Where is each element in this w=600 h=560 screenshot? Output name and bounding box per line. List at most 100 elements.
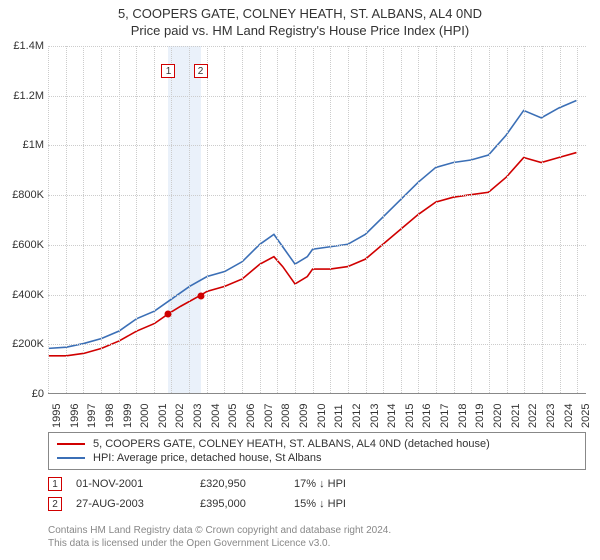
y-axis-tick-label: £200K	[0, 338, 44, 350]
x-axis-tick-label: 1996	[69, 398, 81, 428]
x-axis-tick-label: 2022	[527, 398, 539, 428]
x-axis-tick-label: 2006	[245, 398, 257, 428]
x-axis-tick-label: 2002	[174, 398, 186, 428]
gridline-vertical	[260, 46, 261, 393]
gridline-vertical	[418, 46, 419, 393]
x-axis-tick-label: 2000	[139, 398, 151, 428]
y-axis-tick-label: £0	[0, 388, 44, 400]
gridline-vertical	[295, 46, 296, 393]
gridline-vertical	[119, 46, 120, 393]
x-axis-tick-label: 2005	[227, 398, 239, 428]
x-axis-tick-label: 2017	[439, 398, 451, 428]
gridline-vertical	[507, 46, 508, 393]
gridline-vertical	[489, 46, 490, 393]
gridline-vertical	[471, 46, 472, 393]
gridline-horizontal	[48, 145, 586, 146]
gridline-vertical	[366, 46, 367, 393]
x-axis-tick-label: 2014	[386, 398, 398, 428]
gridline-vertical	[66, 46, 67, 393]
transaction-percent: 15% ↓ HPI	[294, 498, 384, 510]
legend-swatch	[57, 443, 85, 445]
x-axis-tick-label: 2003	[192, 398, 204, 428]
gridline-vertical	[83, 46, 84, 393]
x-axis-tick-label: 2019	[474, 398, 486, 428]
gridline-vertical	[330, 46, 331, 393]
chart-title: 5, COOPERS GATE, COLNEY HEATH, ST. ALBAN…	[0, 0, 600, 23]
y-axis-tick-label: £800K	[0, 189, 44, 201]
gridline-vertical	[348, 46, 349, 393]
gridline-vertical	[560, 46, 561, 393]
x-axis-tick-label: 2012	[351, 398, 363, 428]
transaction-marker: 2	[194, 64, 208, 78]
x-axis-tick-label: 1999	[122, 398, 134, 428]
line-chart-svg	[48, 46, 586, 393]
gridline-horizontal	[48, 295, 586, 296]
gridline-vertical	[224, 46, 225, 393]
y-axis-tick-label: £600K	[0, 239, 44, 251]
x-axis-tick-label: 1997	[86, 398, 98, 428]
gridline-vertical	[101, 46, 102, 393]
x-axis-tick-label: 2011	[333, 398, 345, 428]
gridline-horizontal	[48, 96, 586, 97]
legend-row: 5, COOPERS GATE, COLNEY HEATH, ST. ALBAN…	[57, 437, 577, 451]
y-axis-tick-label: £1M	[0, 139, 44, 151]
legend-swatch	[57, 457, 85, 459]
gridline-vertical	[171, 46, 172, 393]
footnote-line: This data is licensed under the Open Gov…	[48, 537, 586, 550]
gridline-vertical	[313, 46, 314, 393]
x-axis-tick-label: 2007	[263, 398, 275, 428]
transaction-marker: 1	[161, 64, 175, 78]
x-axis-tick-label: 1998	[104, 398, 116, 428]
gridline-vertical	[242, 46, 243, 393]
x-axis-tick-label: 2018	[457, 398, 469, 428]
x-axis-tick-label: 2013	[369, 398, 381, 428]
y-axis-tick-label: £1.4M	[0, 40, 44, 52]
transaction-marker-icon: 2	[48, 497, 62, 511]
gridline-vertical	[524, 46, 525, 393]
transactions-table: 1 01-NOV-2001 £320,950 17% ↓ HPI 2 27-AUG-200…	[48, 474, 586, 514]
gridline-vertical	[454, 46, 455, 393]
footnote-line: Contains HM Land Registry data © Crown c…	[48, 524, 586, 537]
legend-label: 5, COOPERS GATE, COLNEY HEATH, ST. ALBAN…	[93, 438, 490, 450]
gridline-vertical	[401, 46, 402, 393]
gridline-vertical	[277, 46, 278, 393]
chart-plot-area: £0£200K£400K£600K£800K£1M£1.2M£1.4M19951…	[48, 46, 586, 394]
transaction-point	[197, 292, 204, 299]
x-axis-tick-label: 2001	[157, 398, 169, 428]
transaction-row: 1 01-NOV-2001 £320,950 17% ↓ HPI	[48, 474, 586, 494]
gridline-horizontal	[48, 344, 586, 345]
transaction-price: £320,950	[200, 478, 280, 490]
x-axis-tick-label: 2023	[545, 398, 557, 428]
gridline-vertical	[207, 46, 208, 393]
x-axis-tick-label: 2010	[316, 398, 328, 428]
x-axis-tick-label: 1995	[51, 398, 63, 428]
x-axis-tick-label: 2024	[563, 398, 575, 428]
transaction-percent: 17% ↓ HPI	[294, 478, 384, 490]
gridline-vertical	[189, 46, 190, 393]
transaction-point	[165, 311, 172, 318]
gridline-horizontal	[48, 195, 586, 196]
legend-label: HPI: Average price, detached house, St A…	[93, 452, 322, 464]
x-axis-tick-label: 2008	[280, 398, 292, 428]
x-axis-tick-label: 2009	[298, 398, 310, 428]
x-axis-tick-label: 2021	[510, 398, 522, 428]
legend-row: HPI: Average price, detached house, St A…	[57, 451, 577, 465]
transaction-date: 27-AUG-2003	[76, 498, 186, 510]
y-axis-tick-label: £400K	[0, 289, 44, 301]
gridline-horizontal	[48, 46, 586, 47]
gridline-vertical	[136, 46, 137, 393]
x-axis-tick-label: 2015	[404, 398, 416, 428]
copyright-footnote: Contains HM Land Registry data © Crown c…	[48, 524, 586, 550]
transaction-date: 01-NOV-2001	[76, 478, 186, 490]
gridline-vertical	[436, 46, 437, 393]
chart-legend: 5, COOPERS GATE, COLNEY HEATH, ST. ALBAN…	[48, 432, 586, 470]
gridline-vertical	[48, 46, 49, 393]
gridline-vertical	[577, 46, 578, 393]
gridline-vertical	[542, 46, 543, 393]
transaction-marker-icon: 1	[48, 477, 62, 491]
x-axis-tick-label: 2004	[210, 398, 222, 428]
x-axis-tick-label: 2020	[492, 398, 504, 428]
x-axis-tick-label: 2016	[421, 398, 433, 428]
x-axis-tick-label: 2025	[580, 398, 592, 428]
transaction-row: 227-AUG-2003£395,00015% ↓ HPI	[48, 494, 586, 514]
